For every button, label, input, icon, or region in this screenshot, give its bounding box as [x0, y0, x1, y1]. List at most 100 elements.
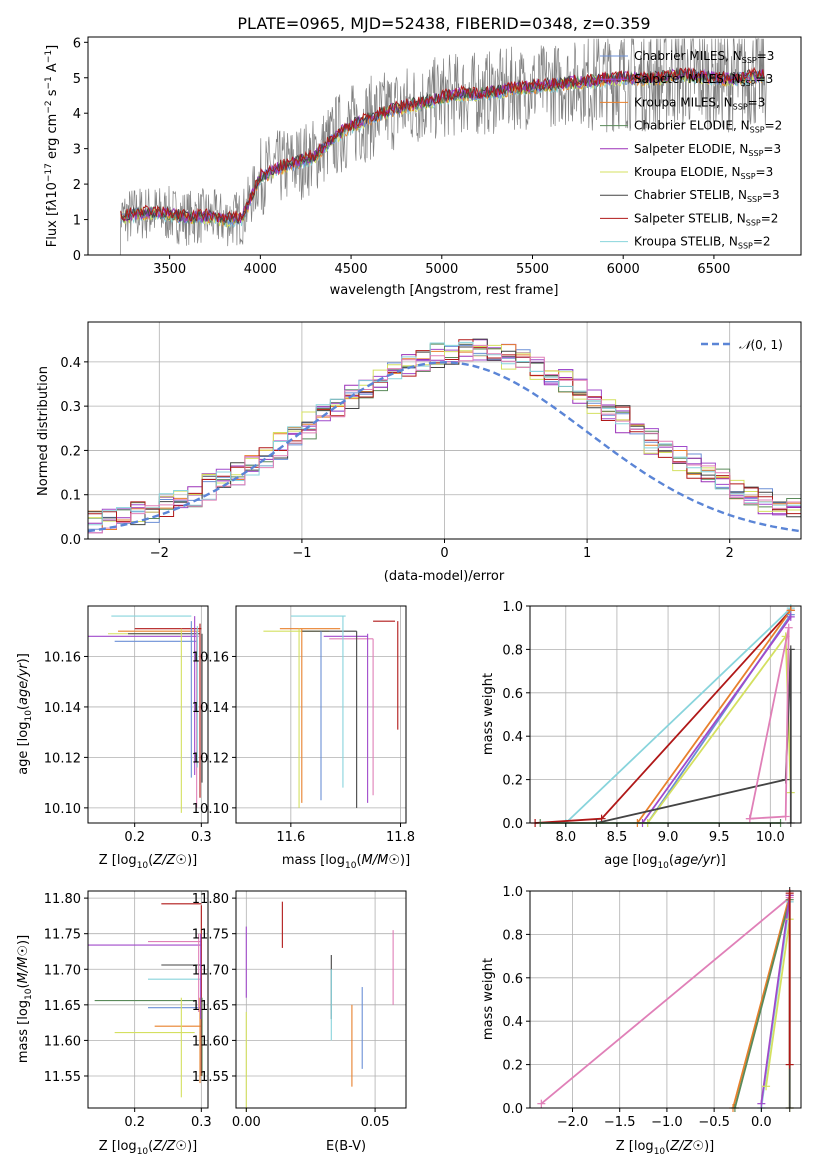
age-vs-Z-xtick-label: 0.2	[124, 830, 145, 845]
spectrum-legend-entry: Chabrier MILES, NSSP=3	[634, 49, 774, 65]
spectrum-xtick-label: 6000	[607, 262, 640, 277]
age-vs-Z-grid	[88, 606, 208, 823]
residual-xtick-label: 2	[726, 546, 734, 561]
massweight-vs-age-ticks: 8.0 8.5 9.0 9.5 10.0 0.0 0.2 0.4 0.6 0.8 1.0	[502, 600, 784, 845]
age-vs-mass-data	[263, 615, 399, 808]
axis-label: Z [log10(Z/Z☉)]	[616, 1139, 714, 1157]
massweight-age-line	[641, 616, 792, 824]
age-vs-Z-ytick-label: 10.14	[44, 701, 81, 716]
massweight-vs-Z-xtick-label: −1.5	[604, 1115, 636, 1130]
spectrum-xtick-label: 4000	[244, 262, 277, 277]
mass-vs-EBV-panel: 0.00 0.05 11.55 11.60 11.65 11.70 11.75 11.80 E(…	[192, 890, 407, 1154]
massweight-vs-Z-frame	[529, 890, 802, 1109]
massweight-Z-line	[760, 895, 791, 1104]
spectrum-ytick-label: 2	[73, 178, 81, 193]
spectrum-panel: PLATE=0965, MJD=52438, FIBERID=0348, z=0…	[44, 14, 802, 298]
spectrum-title: PLATE=0965, MJD=52438, FIBERID=0348, z=0…	[237, 14, 650, 33]
axis-label: mass [log10(M/M☉)]	[282, 853, 410, 871]
massweight-vs-age-xtick-label: 8.5	[607, 830, 628, 845]
age-vs-mass-ytick-label: 10.16	[192, 650, 229, 665]
massweight-vs-age-ytick-label: 0.2	[502, 774, 523, 789]
spectrum-xtick-label: 3500	[153, 262, 186, 277]
mass-vs-EBV-ytick-label: 11.55	[192, 1070, 229, 1085]
residual-x-label: (data-model)/error	[384, 569, 505, 584]
spectrum-observed-line	[117, 37, 767, 256]
age-vs-mass-xtick-label: 11.8	[386, 830, 415, 845]
age-vs-Z-xtick-label: 0.3	[191, 830, 212, 845]
massweight-Z-y-label: mass weight	[481, 958, 496, 1040]
spectrum-legend-entry: Chabrier STELIB, NSSP=3	[634, 188, 780, 204]
axis-label: mass [log10(M/M☉)]	[16, 935, 34, 1063]
residual-legend-normal: 𝒩(0, 1)	[739, 338, 783, 352]
spectrum-xtick-label: 6500	[697, 262, 730, 277]
age-vs-mass-ticks: 11.6 11.8 10.10 10.12 10.14 10.16	[192, 650, 415, 845]
massweight-vs-Z-panel: −2.0 −1.5 −1.0 −0.5 0.0 0.0 0.2 0.4 0.6 0.8 1.0 Z […	[481, 885, 802, 1157]
axis-label: age [log10(age/yr)]	[16, 653, 34, 775]
age-vs-mass-ytick-label: 10.10	[192, 802, 229, 817]
massweight-vs-Z-ytick-label: 0.6	[502, 972, 523, 987]
mass-vs-Z-xtick-label: 0.2	[124, 1115, 145, 1130]
mass-vs-EBV-ytick-label: 11.65	[192, 999, 229, 1014]
massweight-vs-Z-ytick-label: 0.2	[502, 1059, 523, 1074]
mass-vs-Z-ticks: 0.2 0.3 11.55 11.60 11.65 11.70 11.75 11.80	[44, 892, 212, 1130]
mass-vs-Z-frame	[87, 890, 209, 1109]
mass-vs-Z-data	[88, 903, 203, 1098]
spectrum-ytick-label: 6	[73, 36, 81, 51]
age-vs-mass-panel: 11.6 11.8 10.10 10.12 10.14 10.16 mass [log10(…	[192, 605, 415, 871]
mass-vs-Z-ytick-label: 11.70	[44, 963, 81, 978]
spectrum-xtick-label: 4500	[335, 262, 368, 277]
massweight-vs-age-xtick-label: 9.0	[658, 830, 679, 845]
residual-xtick-label: −2	[150, 546, 169, 561]
massweight-age-y-label: mass weight	[481, 673, 496, 755]
age-vs-Z-panel: 0.2 0.3 10.10 10.12 10.14 10.16 Z [log10(Z/Z☉)…	[16, 605, 212, 871]
mass-vs-EBV-frame	[235, 890, 407, 1109]
spectrum-legend-entry: Chabrier ELODIE, NSSP=2	[634, 119, 782, 135]
age-vs-Z-ticks: 0.2 0.3 10.10 10.12 10.14 10.16	[44, 650, 212, 845]
spectrum-ytick-label: 0	[73, 249, 81, 264]
spectrum-legend-entry: Kroupa ELODIE, NSSP=3	[634, 165, 773, 181]
massweight-age-line	[749, 627, 790, 820]
residual-panel: −2 −1 0 1 2 0.0 0.1 0.2 0.3 0.4 (data-model)/erro…	[36, 321, 802, 584]
massweight-vs-age-ytick-label: 1.0	[502, 600, 523, 615]
residual-ytick-label: 0.2	[60, 444, 81, 459]
age-vs-Z-frame	[87, 605, 209, 824]
massweight-vs-Z-ytick-label: 0.8	[502, 928, 523, 943]
mass-vs-Z-panel: 0.2 0.3 11.55 11.60 11.65 11.70 11.75 11.80 Z [l…	[16, 890, 212, 1157]
mass-vs-Z-ytick-label: 11.60	[44, 1034, 81, 1049]
massweight-vs-age-xtick-label: 9.5	[709, 830, 730, 845]
axis-label: age [log10(age/yr)]	[604, 853, 726, 871]
massweight-vs-age-xtick-label: 8.0	[555, 830, 576, 845]
age-vs-mass-xtick-label: 11.6	[276, 830, 305, 845]
age-vs-mass-ytick-label: 10.12	[192, 751, 229, 766]
mass-vs-EBV-ytick-label: 11.70	[192, 963, 229, 978]
spectrum-legend: Chabrier MILES, NSSP=3 Salpeter MILES, NS…	[600, 49, 782, 251]
spectrum-x-label: wavelength [Angstrom, rest frame]	[330, 283, 559, 298]
massweight-Z-line	[732, 895, 791, 1109]
mass-vs-EBV-ytick-label: 11.75	[192, 928, 229, 943]
residual-histogram-step	[88, 343, 801, 521]
massweight-age-line	[565, 607, 792, 824]
residual-legend: 𝒩(0, 1)	[701, 338, 783, 352]
spectrum-model-line	[120, 66, 765, 223]
mass-vs-EBV-xtick-label: 0.00	[232, 1115, 261, 1130]
massweight-vs-age-ytick-label: 0.6	[502, 687, 523, 702]
age-vs-Z-ytick-label: 10.16	[44, 650, 81, 665]
massweight-vs-Z-ytick-label: 1.0	[502, 885, 523, 900]
residual-y-label: Normed distribution	[36, 366, 51, 496]
massweight-vs-age-frame	[529, 605, 802, 824]
spectrum-ytick-label: 5	[73, 72, 81, 87]
mass-EBV-x-label: E(B-V)	[326, 1139, 366, 1154]
mass-vs-EBV-ytick-label: 11.80	[192, 892, 229, 907]
age-vs-mass-ytick-label: 10.14	[192, 701, 229, 716]
residual-xtick-label: 1	[583, 546, 591, 561]
massweight-vs-Z-xtick-label: 0.0	[751, 1115, 772, 1130]
massweight-vs-age-xtick-label: 10.0	[756, 830, 785, 845]
massweight-vs-age-ytick-label: 0.8	[502, 643, 523, 658]
mass-vs-Z-ytick-label: 11.80	[44, 892, 81, 907]
mass-vs-Z-ytick-label: 11.65	[44, 999, 81, 1014]
spectrum-xtick-label: 5500	[516, 262, 549, 277]
spectrum-model-line	[120, 67, 765, 225]
mass-vs-Z-xtick-label: 0.3	[191, 1115, 212, 1130]
massweight-vs-Z-ticks: −2.0 −1.5 −1.0 −0.5 0.0 0.0 0.2 0.4 0.6 0.8 1.0	[502, 885, 771, 1130]
spectrum-legend-entry: Kroupa STELIB, NSSP=2	[634, 235, 771, 251]
